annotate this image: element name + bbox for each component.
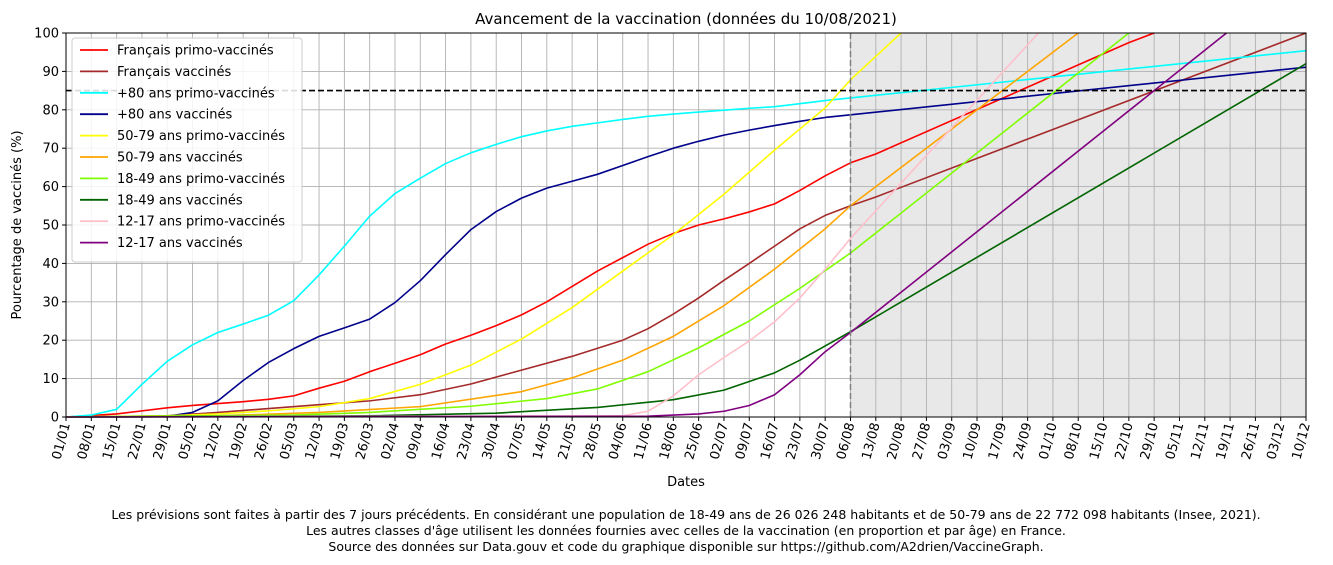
x-tick-label: 16/07 — [758, 421, 782, 461]
legend-entry: 12-17 ans vaccinés — [117, 236, 243, 251]
x-tick-label: 22/10 — [1113, 421, 1137, 461]
y-tick-label: 70 — [42, 142, 59, 157]
x-tick-label: 27/08 — [910, 421, 934, 461]
legend-entry: 12-17 ans primo-vaccinés — [117, 215, 285, 230]
legend-entry: +80 ans vaccinés — [117, 108, 232, 123]
y-axis-label: Pourcentage de vaccinés (%) — [10, 130, 25, 319]
x-tick-label: 10/09 — [961, 421, 985, 461]
x-tick-label: 02/07 — [708, 421, 732, 461]
series-line — [65, 32, 902, 418]
legend-entry: +80 ans primo-vaccinés — [117, 86, 275, 101]
x-tick-label: 12/11 — [1188, 421, 1212, 461]
legend-entry: Français vaccinés — [117, 65, 232, 80]
legend-entry: Français primo-vaccinés — [117, 44, 274, 59]
vaccination-chart: Avancement de la vaccination (données du… — [10, 10, 1314, 490]
legend-entry: 18-49 ans primo-vaccinés — [117, 172, 285, 187]
x-tick-label: 09/07 — [733, 421, 757, 461]
y-tick-label: 90 — [42, 65, 59, 80]
x-tick-label: 19/11 — [1214, 421, 1238, 461]
x-tick-label: 25/06 — [682, 421, 706, 461]
x-tick-label: 19/02 — [227, 421, 251, 461]
x-tick-label: 05/02 — [176, 421, 200, 461]
x-tick-label: 17/09 — [986, 421, 1010, 461]
y-tick-label: 100 — [34, 27, 59, 42]
series-line — [65, 32, 1227, 418]
y-tick-label: 60 — [42, 180, 59, 195]
series-line — [65, 32, 1155, 418]
x-tick-label: 29/01 — [151, 421, 175, 461]
x-tick-label: 08/10 — [1062, 421, 1086, 461]
series-line — [65, 49, 1307, 418]
legend-entry: 18-49 ans vaccinés — [117, 193, 243, 208]
footnote-line-3: Source des données sur Data.gouv et code… — [328, 539, 1044, 554]
x-tick-label: 13/08 — [859, 421, 883, 461]
x-tick-label: 29/10 — [1138, 421, 1162, 461]
x-axis-label: Dates — [667, 475, 705, 490]
x-tick-label: 16/04 — [429, 421, 453, 461]
series-line — [65, 66, 1307, 418]
chart-footnote: Les prévisions sont faites à partir des … — [0, 507, 1333, 555]
footnote-line-1: Les prévisions sont faites à partir des … — [111, 507, 1261, 522]
y-tick-label: 40 — [42, 257, 59, 272]
x-tick-label: 03/12 — [1264, 421, 1288, 461]
series-line — [65, 32, 1040, 418]
x-tick-label: 01/01 — [50, 421, 74, 461]
x-tick-label: 23/04 — [455, 421, 479, 461]
y-tick-label: 0 — [51, 411, 59, 426]
x-tick-label: 30/04 — [480, 421, 504, 461]
x-tick-label: 20/08 — [885, 421, 909, 461]
x-tick-label: 02/04 — [379, 421, 403, 461]
x-tick-label: 09/04 — [404, 421, 428, 461]
x-tick-label: 26/03 — [353, 421, 377, 461]
x-tick-label: 11/06 — [632, 421, 656, 461]
y-tick-label: 30 — [42, 295, 59, 310]
chart-title: Avancement de la vaccination (données du… — [475, 10, 897, 28]
x-tick-label: 05/03 — [277, 421, 301, 461]
legend-entry: 50-79 ans primo-vaccinés — [117, 129, 285, 144]
x-tick-label: 21/05 — [556, 421, 580, 461]
x-tick-label: 15/01 — [100, 421, 124, 461]
series-line — [65, 63, 1307, 418]
reference-lines — [66, 33, 1306, 417]
x-tick-label: 08/01 — [75, 421, 99, 461]
x-tick-label: 05/11 — [1163, 421, 1187, 461]
x-tick-label: 30/07 — [809, 421, 833, 461]
legend-box — [71, 37, 303, 263]
x-tick-label: 10/12 — [1290, 421, 1314, 461]
x-tick-label: 24/09 — [1011, 421, 1035, 461]
x-tick-label: 22/01 — [126, 421, 150, 461]
x-tick-label: 14/05 — [530, 421, 554, 461]
x-tick-label: 28/05 — [581, 421, 605, 461]
series-line — [65, 32, 1130, 418]
x-tick-label: 26/11 — [1239, 421, 1263, 461]
legend-entry: 50-79 ans vaccinés — [117, 151, 243, 166]
y-tick-label: 10 — [42, 372, 59, 387]
x-tick-label: 03/09 — [935, 421, 959, 461]
x-tick-label: 07/05 — [505, 421, 529, 461]
x-tick-label: 26/02 — [252, 421, 276, 461]
y-tick-label: 20 — [42, 334, 59, 349]
x-tick-label: 12/03 — [303, 421, 327, 461]
series-lines — [65, 32, 1307, 418]
legend: Français primo-vaccinés Français vaccinés… — [71, 37, 303, 263]
x-tick-label: 19/03 — [328, 421, 352, 461]
x-tick-label: 12/02 — [201, 421, 225, 461]
y-tick-label: 80 — [42, 103, 59, 118]
x-tick-label: 04/06 — [606, 421, 630, 461]
x-tick-label: 06/08 — [834, 421, 858, 461]
x-tick-label: 15/10 — [1087, 421, 1111, 461]
footnote-line-2: Les autres classes d'âge utilisent les d… — [306, 523, 1066, 538]
y-tick-label: 50 — [42, 219, 59, 234]
x-tick-label: 23/07 — [784, 421, 808, 461]
series-line — [65, 32, 1079, 418]
series-line — [65, 32, 1307, 418]
x-tick-label: 01/10 — [1037, 421, 1061, 461]
x-tick-label: 18/06 — [657, 421, 681, 461]
